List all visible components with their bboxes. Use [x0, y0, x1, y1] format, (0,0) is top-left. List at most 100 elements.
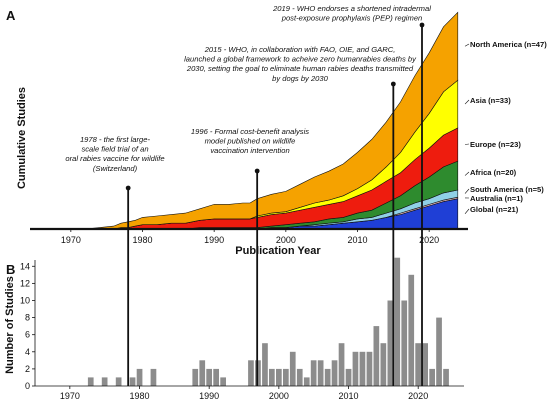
bar-1988	[192, 368, 199, 386]
bar-2017	[394, 257, 401, 386]
panel-b-y-axis-label: Number of Studies	[4, 276, 16, 374]
bar-2016	[387, 300, 394, 386]
annotation-line-text: model published on wildlife	[205, 137, 296, 146]
legend-label: Australia (n=1)	[470, 194, 523, 203]
bar-2000	[276, 368, 282, 386]
annotation-line-text: post-exposure prophylaxis (PEP) regimen	[281, 14, 423, 23]
bar-2019	[408, 274, 415, 386]
bar-1991	[213, 368, 219, 386]
annotation-line-text: 2030, setting the goal to eliminate huma…	[186, 64, 414, 73]
bar-1990	[206, 368, 212, 386]
annotation-line-text: scale field trial of an	[81, 145, 148, 154]
panel-b-x-tick-label: 2000	[269, 391, 289, 401]
bar-1982	[150, 368, 157, 386]
bar-1980	[136, 368, 143, 386]
bar-1996	[248, 360, 254, 386]
panel-a-x-tick-label: 2000	[276, 235, 296, 245]
panel-b-x-tick-label: 1970	[60, 391, 80, 401]
annotation-dot-2019	[419, 22, 425, 28]
panel-a-x-tick-label: 1970	[61, 235, 81, 245]
annotation-text-2015: 2015 - WHO, in collaboration with FAO, O…	[184, 45, 417, 83]
bar-2001	[283, 368, 289, 386]
bar-2003	[296, 368, 303, 386]
panel-b-label: B	[6, 262, 15, 277]
panel-b-y-tick-label: 12	[20, 278, 30, 288]
annotation-line-text: 2015 - WHO, in collaboration with FAO, O…	[204, 45, 396, 54]
annotation-dot-1996	[254, 168, 260, 174]
legend-label: Europe (n=23)	[470, 140, 521, 149]
panel-b-y-tick-label: 2	[25, 364, 30, 374]
panel-a-x-ticks: 1970 1980 1990 2000 2010 2020	[61, 229, 439, 245]
panel-b-y-tick-label: 0	[25, 381, 30, 391]
panel-b-axes: 0 2 4 6 8 10 12 14 1970 1980 1990 2000 2010 2020	[20, 260, 464, 401]
region-connector	[464, 43, 470, 47]
bar-2006	[317, 360, 324, 386]
bar-1973	[87, 377, 94, 386]
panel-b-y-tick-label: 10	[20, 295, 30, 305]
annotation-line-text: by dogs by 2030	[272, 74, 329, 83]
bar-2022	[429, 368, 435, 386]
bar-1999	[269, 368, 275, 386]
bar-1998	[262, 343, 268, 386]
bar-2002	[289, 351, 296, 386]
region-connector	[464, 99, 470, 105]
annotation-line-text: vaccination intervention	[210, 146, 289, 155]
panel-b-x-tick-label: 1990	[199, 391, 219, 401]
panel-a-x-tick-label: 2010	[347, 235, 367, 245]
legend-label: Africa (n=20)	[470, 168, 517, 177]
annotation-line-text: 1996 - Formal cost-benefit analysis	[191, 127, 309, 136]
panel-b-y-tick-label: 6	[25, 330, 30, 340]
legend-label: North America (n=47)	[470, 40, 547, 49]
timeline-annotations: 1978 - the first large-scale field trial…	[65, 4, 431, 386]
bar-1992	[220, 377, 226, 386]
bar-2018	[401, 300, 408, 386]
panel-a-x-tick-label: 1990	[204, 235, 224, 245]
region-connector	[464, 143, 470, 145]
bar-2015	[380, 343, 387, 386]
region-labels: Global (n=21) Australia (n=1)South Americ…	[464, 40, 547, 215]
bar-plot	[87, 257, 449, 386]
panel-b-y-tick-label: 14	[20, 261, 30, 271]
annotation-dot-2015	[390, 81, 396, 87]
bar-2004	[303, 377, 310, 386]
bar-1977	[115, 377, 122, 386]
annotation-line-text: oral rabies vaccine for wildlife	[65, 154, 164, 163]
annotation-line-text: (Switzerland)	[93, 164, 138, 173]
bar-2010	[345, 368, 352, 386]
annotation-line-text: 2019 - WHO endorses a shortened intrader…	[272, 4, 431, 13]
bar-2012	[359, 351, 366, 386]
bar-1989	[199, 360, 206, 386]
bar-1975	[101, 377, 108, 386]
bar-2008	[331, 360, 338, 386]
bar-2005	[310, 360, 317, 386]
annotation-text-2019: 2019 - WHO endorses a shortened intrader…	[272, 4, 431, 23]
annotation-text-1996: 1996 - Formal cost-benefit analysis model…	[191, 127, 309, 155]
panel-a-y-axis-label: Cumulative Studies	[16, 87, 28, 189]
bar-2024	[443, 368, 449, 386]
region-connector	[464, 208, 470, 215]
bar-2009	[338, 343, 345, 386]
legend-label: Asia (n=33)	[470, 96, 511, 105]
panel-b-x-tick-label: 2020	[408, 391, 428, 401]
panel-a-x-tick-label: 2020	[419, 235, 439, 245]
bar-2020	[415, 343, 421, 386]
panel-b-x-tick-label: 1980	[129, 391, 149, 401]
legend-label: South America (n=5)	[470, 185, 544, 194]
panel-a-x-tick-label: 1980	[132, 235, 152, 245]
panel-a-label: A	[6, 8, 16, 23]
panel-a-x-axis-label: Publication Year	[235, 245, 321, 257]
annotation-text-1978: 1978 - the first large-scale field trial…	[65, 135, 164, 173]
bar-2013	[366, 351, 373, 386]
panel-b-y-tick-label: 8	[25, 313, 30, 323]
annotation-line-text: 1978 - the first large-	[80, 135, 151, 144]
region-connector	[464, 171, 470, 176]
panel-b-y-tick-label: 4	[25, 347, 30, 357]
bar-1979	[129, 377, 136, 386]
panel-b-x-tick-label: 2010	[339, 391, 359, 401]
annotation-dot-1978	[125, 185, 131, 191]
bar-2007	[324, 368, 331, 386]
bar-2011	[352, 351, 359, 386]
bar-2014	[373, 326, 380, 386]
region-connector	[464, 188, 470, 194]
